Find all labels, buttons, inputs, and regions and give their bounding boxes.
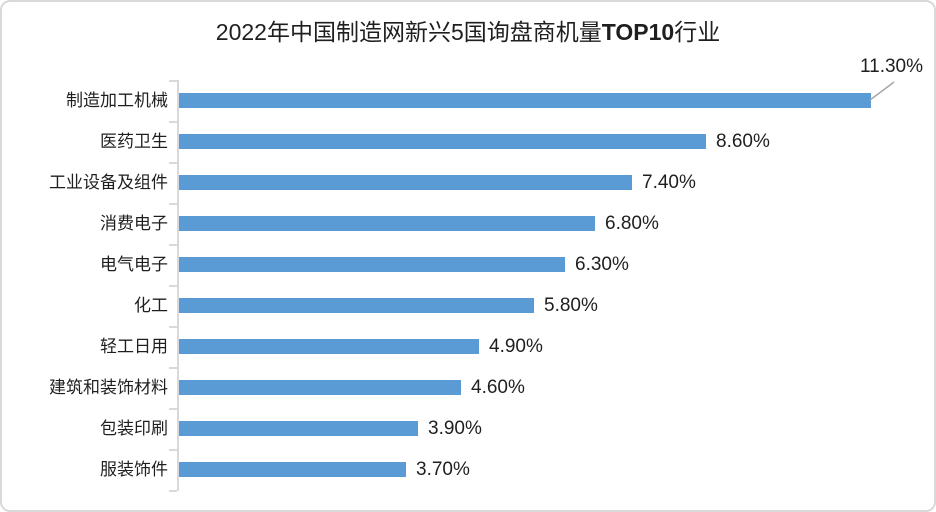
value-label: 6.80% <box>605 213 659 234</box>
axis-tick <box>169 326 177 328</box>
axis-tick <box>169 80 177 82</box>
value-label: 4.60% <box>471 377 525 398</box>
bar <box>179 134 706 149</box>
category-label: 医药卫生 <box>100 132 168 151</box>
bar-row: 轻工日用 4.90% <box>2 326 936 367</box>
bar <box>179 421 418 436</box>
category-label: 包装印刷 <box>100 419 168 438</box>
bar-row: 化工 5.80% <box>2 285 936 326</box>
plot-area: 制造加工机械 11.30% 医药卫生 8.60% 工业设备及组件 7.40% 消… <box>2 80 936 492</box>
bar <box>179 216 595 231</box>
bar <box>179 257 565 272</box>
bar-row: 消费电子 6.80% <box>2 203 936 244</box>
value-label: 6.30% <box>575 254 629 275</box>
value-label: 3.90% <box>428 418 482 439</box>
axis-tick <box>169 449 177 451</box>
bar <box>179 175 632 190</box>
bar-row: 制造加工机械 11.30% <box>2 80 936 121</box>
axis-tick <box>169 203 177 205</box>
leader-line <box>869 81 895 101</box>
chart-title-prefix: 2022年中国制造网新兴5国询盘商机量 <box>215 19 602 45</box>
bar <box>179 380 461 395</box>
chart-title-top10: TOP10 <box>601 19 675 45</box>
value-label: 4.90% <box>489 336 543 357</box>
category-label: 工业设备及组件 <box>49 173 168 192</box>
value-label: 3.70% <box>416 459 470 480</box>
chart-title-suffix: 行业 <box>674 19 721 45</box>
bar-row: 工业设备及组件 7.40% <box>2 162 936 203</box>
bar-row: 医药卫生 8.60% <box>2 121 936 162</box>
bar <box>179 339 479 354</box>
callout-value-label: 11.30% <box>859 56 923 77</box>
category-label: 建筑和装饰材料 <box>49 378 168 397</box>
category-label: 轻工日用 <box>100 337 168 356</box>
axis-tick <box>169 285 177 287</box>
axis-tick <box>169 367 177 369</box>
value-label: 7.40% <box>642 172 696 193</box>
category-label: 电气电子 <box>100 255 168 274</box>
bar <box>179 93 871 108</box>
value-label: 5.80% <box>544 295 598 316</box>
bar <box>179 462 406 477</box>
category-label: 服装饰件 <box>100 460 168 479</box>
axis-tick <box>169 408 177 410</box>
bar-row: 建筑和装饰材料 4.60% <box>2 367 936 408</box>
axis-tick <box>169 490 177 492</box>
category-label: 制造加工机械 <box>66 91 168 110</box>
category-label: 消费电子 <box>100 214 168 233</box>
bar-row: 电气电子 6.30% <box>2 244 936 285</box>
axis-tick <box>169 162 177 164</box>
axis-tick <box>169 121 177 123</box>
y-axis-line <box>177 80 179 491</box>
category-label: 化工 <box>134 296 168 315</box>
bar-row: 服装饰件 3.70% <box>2 449 936 490</box>
bar <box>179 298 534 313</box>
chart-title: 2022年中国制造网新兴5国询盘商机量TOP10行业 <box>2 17 934 47</box>
value-label: 8.60% <box>716 131 770 152</box>
axis-tick <box>169 244 177 246</box>
bar-row: 包装印刷 3.90% <box>2 408 936 449</box>
